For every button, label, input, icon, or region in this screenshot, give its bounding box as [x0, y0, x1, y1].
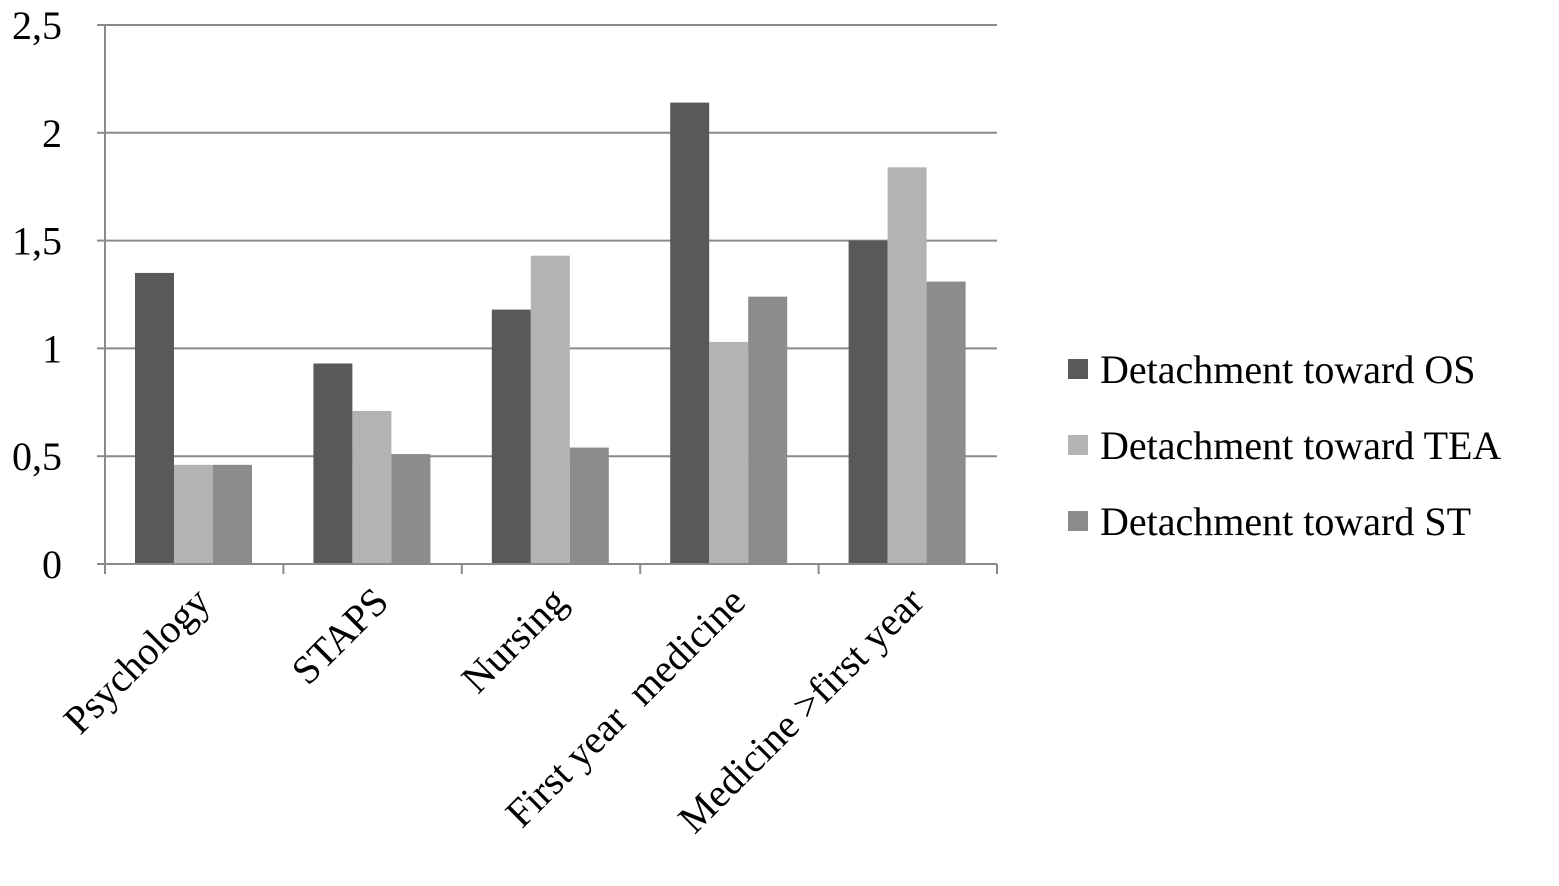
bar: [670, 102, 710, 564]
bar: [391, 454, 431, 564]
legend-swatch: [1068, 359, 1088, 379]
y-tick-label: 0: [42, 542, 62, 587]
axes: [97, 24, 998, 574]
legend-label: Detachment toward TEA: [1100, 423, 1501, 468]
bar: [135, 272, 174, 564]
x-category-label: Psychology: [55, 579, 219, 743]
y-tick-label: 1: [42, 326, 62, 371]
y-tick-labels: 0 0,5 1 1,5 2 2,5: [12, 3, 62, 587]
bar: [748, 296, 788, 564]
y-tick-label: 2: [42, 111, 62, 156]
bar: [174, 464, 213, 564]
bar: [313, 363, 353, 564]
y-tick-label: 1,5: [12, 219, 62, 264]
bars: [135, 102, 966, 564]
x-category-label: STAPS: [283, 579, 397, 693]
legend-label: Detachment toward ST: [1100, 499, 1471, 544]
y-tick-label: 2,5: [12, 3, 62, 48]
bar: [530, 255, 570, 564]
x-category-label: Nursing: [452, 579, 575, 702]
legend: Detachment toward OS Detachment toward TE…: [1068, 347, 1501, 544]
gridlines: [105, 24, 997, 458]
bar: [848, 240, 888, 564]
legend-swatch: [1068, 435, 1088, 455]
bar: [926, 281, 966, 564]
bar: [569, 447, 609, 564]
bar: [213, 464, 252, 564]
bar: [491, 309, 531, 564]
bar: [709, 341, 749, 564]
y-tick-label: 0,5: [12, 434, 62, 479]
legend-label: Detachment toward OS: [1100, 347, 1475, 392]
bar: [352, 410, 392, 564]
bar: [887, 167, 927, 564]
legend-swatch: [1068, 511, 1088, 531]
